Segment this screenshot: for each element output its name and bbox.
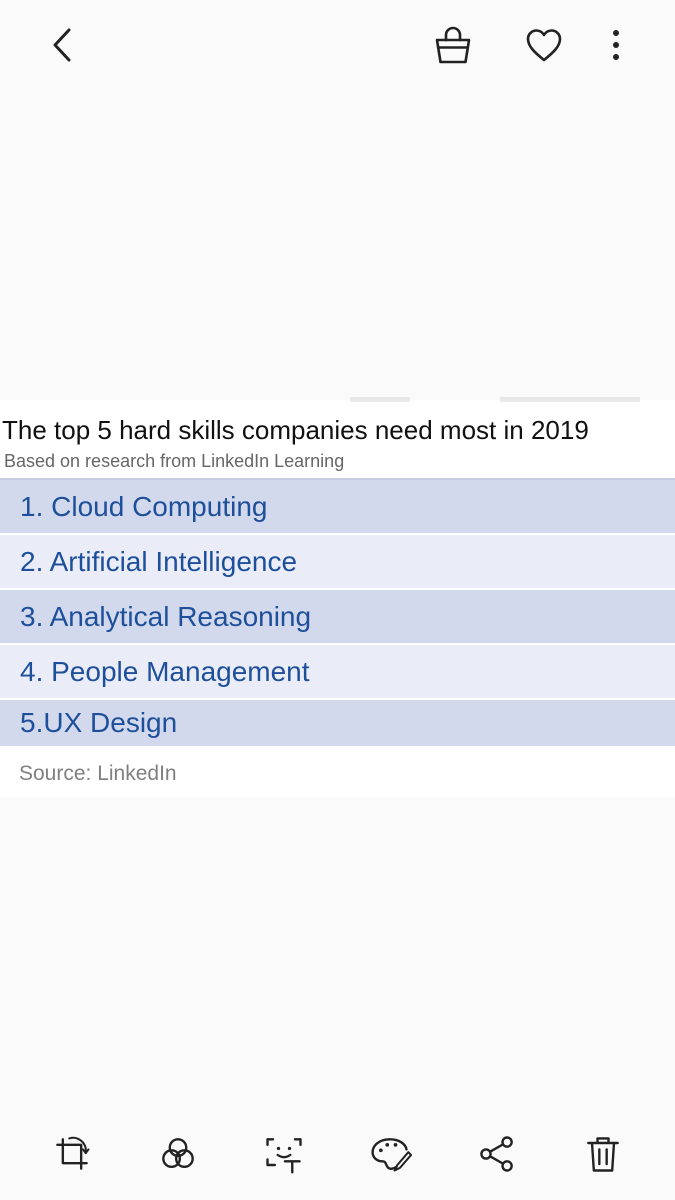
shopping-bag-icon (435, 26, 471, 64)
delete-button[interactable] (579, 1130, 627, 1178)
image-title: The top 5 hard skills companies need mos… (2, 415, 589, 445)
faint-text-remnant (350, 397, 410, 402)
more-options-button[interactable] (592, 21, 640, 69)
skill-item: 3. Analytical Reasoning (0, 590, 675, 645)
crop-rotate-button[interactable] (48, 1130, 96, 1178)
shop-button[interactable] (429, 21, 477, 69)
image-subtitle: Based on research from LinkedIn Learning (4, 451, 345, 471)
back-arrow-icon (53, 28, 71, 62)
delete-icon (587, 1137, 619, 1172)
faint-text-remnant (500, 397, 640, 402)
skill-item: 5.UX Design (0, 700, 675, 748)
crop-rotate-icon (56, 1136, 90, 1170)
draw-button[interactable] (366, 1130, 414, 1178)
photo-viewer-image: The top 5 hard skills companies need mos… (0, 400, 675, 797)
image-source: Source: LinkedIn (19, 762, 177, 785)
skill-item: 4. People Management (0, 645, 675, 700)
bottom-toolbar (0, 1120, 675, 1184)
back-button[interactable] (38, 21, 86, 69)
filters-icon (162, 1138, 194, 1169)
heart-icon (526, 29, 562, 62)
image-bottom-edge (0, 397, 675, 406)
text-recognition-icon (266, 1138, 302, 1174)
filters-button[interactable] (154, 1130, 202, 1178)
extract-text-button[interactable] (260, 1130, 308, 1178)
favorite-button[interactable] (520, 21, 568, 69)
draw-palette-icon (371, 1138, 412, 1172)
skill-item: 1. Cloud Computing (0, 480, 675, 535)
share-icon (480, 1136, 513, 1172)
more-vertical-icon (613, 30, 619, 60)
top-app-bar (0, 0, 675, 92)
share-button[interactable] (473, 1130, 521, 1178)
skills-list: 1. Cloud Computing 2. Artificial Intelli… (0, 478, 675, 748)
skill-item: 2. Artificial Intelligence (0, 535, 675, 590)
